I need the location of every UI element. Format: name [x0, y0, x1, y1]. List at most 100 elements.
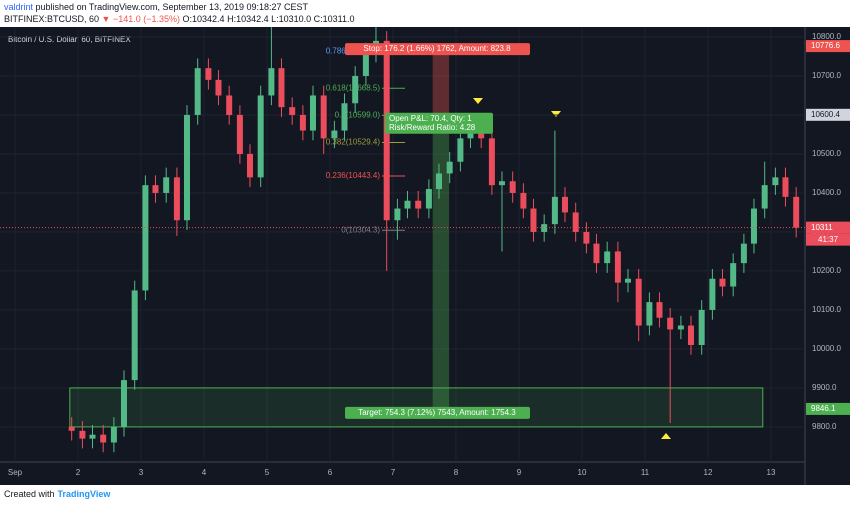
target-label-box	[345, 406, 530, 419]
y-tick-label: 10200.0	[812, 266, 841, 275]
candle-body	[551, 196, 558, 225]
candle-body	[173, 177, 180, 221]
candle-body	[110, 426, 117, 443]
candle-body	[362, 52, 369, 76]
pnl-box	[385, 112, 493, 134]
x-tick-label: 3	[139, 468, 144, 477]
fib-label: 0.382(10529.4)	[326, 138, 381, 147]
marker	[473, 98, 483, 104]
candle-body	[257, 95, 264, 178]
candle-body	[730, 263, 737, 287]
candle-body	[278, 68, 285, 108]
candle-body	[509, 181, 516, 193]
x-tick-label: Sep	[8, 468, 23, 477]
candle-body	[435, 173, 442, 190]
chart: Bitcoin / U.S. Dollar, 60, BITFINEX 1080…	[0, 27, 850, 485]
publisher: valdrint	[4, 2, 34, 12]
candle-body	[457, 138, 464, 162]
candle-body	[415, 200, 422, 209]
candle-body	[215, 79, 222, 96]
candle-body	[541, 224, 548, 232]
candle-body	[246, 153, 253, 178]
candle-body	[163, 177, 170, 193]
y-tick-label: 10400.0	[812, 188, 841, 197]
rr-label: Risk/Reward Ratio: 4.28	[389, 123, 476, 132]
candle-body	[446, 161, 453, 174]
candle-body	[530, 208, 537, 232]
x-tick-label: 11	[641, 468, 650, 477]
publish-line: valdrint published on TradingView.com, S…	[4, 2, 308, 12]
stop-label-box	[345, 43, 530, 56]
support-zone	[69, 387, 764, 428]
candle-body	[740, 243, 747, 264]
x-tick-label: 9	[517, 468, 522, 477]
stop-tag: 10776.6	[811, 41, 840, 50]
countdown: 41:37	[818, 235, 839, 244]
y-tick-label: 10000.0	[812, 344, 841, 353]
y-tick-label: 10100.0	[812, 305, 841, 314]
candle-body	[635, 278, 642, 326]
marker	[661, 433, 671, 439]
published: published on TradingView.com, September …	[35, 2, 309, 12]
symbol-line: BITFINEX:BTCUSD, 60 ▼ −141.0 (−1.35%) O:…	[4, 14, 355, 24]
fib-label: 0(10304.3)	[341, 225, 380, 234]
candle-body	[309, 95, 316, 131]
candle-body	[89, 434, 96, 439]
entry-tag-bg	[806, 108, 850, 121]
candle-body	[593, 243, 600, 264]
x-tick-label: 4	[202, 468, 207, 477]
created: Created with	[4, 489, 55, 499]
candle-body	[583, 231, 590, 244]
candle-body	[120, 380, 127, 427]
candle-body	[677, 325, 684, 330]
x-tick-label: 10	[578, 468, 587, 477]
candle-body	[425, 189, 432, 209]
stop-zone	[432, 46, 450, 115]
candle-body	[698, 309, 705, 346]
x-tick-label: 6	[328, 468, 333, 477]
candle-body	[750, 208, 757, 244]
x-tick-label: 2	[76, 468, 81, 477]
stop-tag-bg	[806, 40, 850, 53]
candle-body	[719, 278, 726, 287]
x-tick-label: 7	[391, 468, 396, 477]
candle-body	[561, 196, 568, 213]
candle-body	[79, 430, 86, 439]
candle-body	[152, 185, 159, 193]
candle-body	[761, 185, 768, 209]
y-tick-label: 10700.0	[812, 71, 841, 80]
candle-body	[782, 177, 789, 197]
pnl-label: Open P&L: 70.4, Qty: 1	[389, 114, 472, 123]
candle-body	[520, 192, 527, 209]
candle-body	[614, 251, 621, 283]
candle-body	[394, 208, 401, 221]
fib-label: 0.5(10599.0)	[335, 110, 381, 119]
candle-body	[183, 114, 190, 221]
candle-body	[478, 130, 485, 139]
marker	[551, 111, 561, 117]
candle-body	[142, 185, 149, 291]
candle-body	[289, 107, 296, 115]
candle-body	[604, 251, 611, 264]
countdown-bg	[806, 233, 850, 246]
y-tick-label: 10800.0	[812, 32, 841, 41]
target-zone	[432, 114, 450, 409]
candle-body	[404, 200, 411, 209]
last-price-tag-bg	[806, 221, 850, 234]
target-tag-bg	[806, 402, 850, 415]
candle-body	[268, 68, 275, 96]
candle-body	[352, 75, 359, 104]
y-tick-label: 10500.0	[812, 149, 841, 158]
last-price-tag: 10311	[811, 223, 833, 232]
x-tick-label: 8	[454, 468, 459, 477]
candle-body	[667, 317, 674, 330]
candle-body	[68, 426, 75, 431]
candle-body	[320, 95, 327, 139]
symbol: BITFINEX:BTCUSD, 60	[4, 14, 100, 24]
ohlc: O:10342.4 H:10342.4 L:10310.0 C:10311.0	[182, 14, 355, 24]
candle-body	[194, 68, 201, 115]
fib-label: 0.236(10443.4)	[326, 171, 381, 180]
x-tick-label: 12	[704, 468, 713, 477]
candle-body	[226, 95, 233, 115]
